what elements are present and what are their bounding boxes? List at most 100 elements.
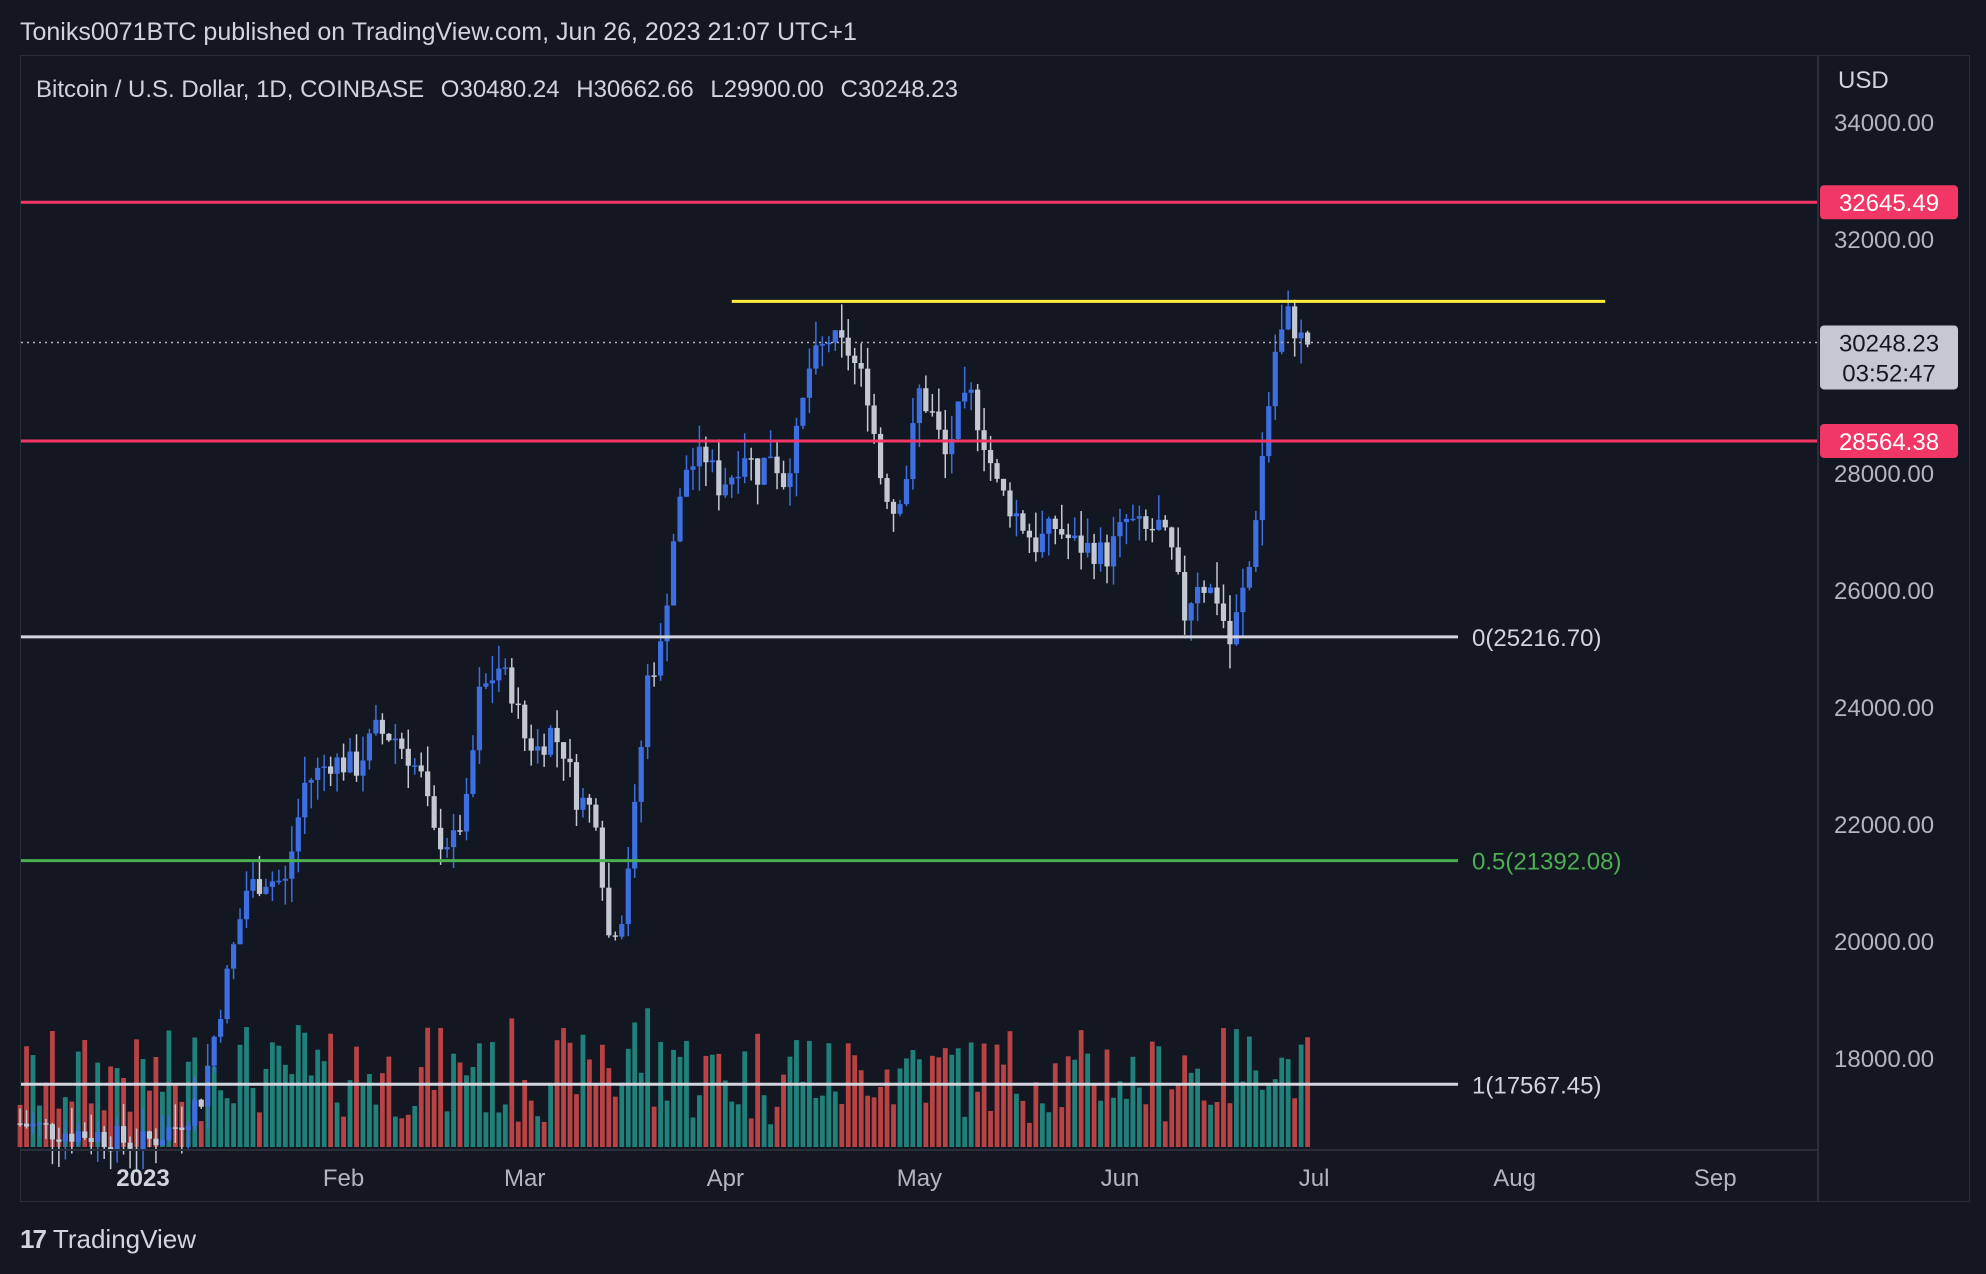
price-tick-label: 34000.00 <box>1834 110 1934 137</box>
volume-bar <box>807 1040 812 1147</box>
candles <box>17 290 1311 1173</box>
volume-bar <box>30 1055 36 1147</box>
volume-bar <box>1272 1079 1278 1147</box>
candle-body <box>1182 571 1188 621</box>
volume-bar <box>379 1073 385 1147</box>
candle-body <box>269 881 275 887</box>
volume-bar <box>425 1027 431 1147</box>
candle-body <box>735 476 741 479</box>
volume-bar <box>1136 1087 1142 1147</box>
candle-body <box>1279 329 1285 352</box>
candle-body <box>742 458 748 477</box>
candle-body <box>949 438 955 455</box>
candle-body <box>56 1139 62 1142</box>
candle-body <box>431 796 437 828</box>
fib-level-label: 0.5(21392.08) <box>1472 849 1621 876</box>
candle-body <box>192 1099 198 1126</box>
volume-bar <box>994 1044 1000 1147</box>
volume-bar <box>1059 1107 1065 1147</box>
volume-bar <box>1143 1104 1149 1147</box>
candle-body <box>438 827 444 850</box>
candle-body <box>315 767 321 780</box>
footer-brand[interactable]: 17 TradingView <box>20 1222 196 1256</box>
candle-body <box>340 757 347 773</box>
volume-bar <box>367 1074 372 1147</box>
volume-bar <box>567 1042 573 1147</box>
tradingview-logo-icon: 17 <box>20 1223 47 1254</box>
volume-bar <box>457 1062 463 1147</box>
candle-body <box>463 793 470 832</box>
volume-bar <box>1259 1089 1265 1147</box>
candle-body <box>955 401 961 439</box>
price-tick-label: 24000.00 <box>1834 695 1934 722</box>
volume-bar <box>1001 1064 1006 1147</box>
candle-body <box>729 477 735 485</box>
candle-body <box>82 1131 88 1138</box>
candle-body <box>502 667 508 669</box>
currency-label[interactable]: USD <box>1838 67 1889 94</box>
volume-bar <box>794 1040 799 1147</box>
volume-bar <box>703 1055 709 1147</box>
candle-body <box>690 466 696 470</box>
volume-bar <box>1253 1070 1259 1147</box>
volume-bar <box>690 1117 696 1147</box>
candle-body <box>328 766 334 774</box>
candle-body <box>386 733 392 741</box>
volume-bar <box>289 1074 295 1147</box>
volume-bar <box>1305 1037 1310 1147</box>
volume-bar <box>826 1043 832 1147</box>
candle-body <box>1195 586 1201 604</box>
candle-body <box>877 433 884 479</box>
candle-body <box>522 704 528 739</box>
volume-bar <box>606 1068 612 1147</box>
candle-body <box>1000 478 1007 491</box>
volume-bar <box>904 1058 909 1147</box>
volume-bar <box>1007 1031 1013 1147</box>
volume-bars <box>17 1008 1310 1147</box>
volume-bar <box>1104 1049 1110 1147</box>
volume-bar <box>671 1049 676 1147</box>
candle-body <box>483 683 489 687</box>
volume-bar <box>664 1100 670 1147</box>
candle-body <box>903 479 910 505</box>
volume-bar <box>1072 1059 1078 1147</box>
volume-bar <box>1285 1059 1291 1147</box>
candle-body <box>250 879 256 891</box>
candle-body <box>360 760 366 776</box>
volume-bar <box>845 1043 851 1147</box>
volume-bar <box>651 1106 657 1147</box>
candle-body <box>599 827 605 888</box>
candle-body <box>826 342 832 345</box>
candle-body <box>450 830 457 848</box>
candle-body <box>1175 547 1181 572</box>
volume-bar <box>645 1008 651 1147</box>
candle-body <box>1136 516 1142 519</box>
candle-body <box>243 890 250 920</box>
volume-bar <box>1182 1055 1188 1147</box>
candle-body <box>936 411 942 430</box>
volume-bar <box>477 1043 482 1147</box>
candle-body <box>321 766 327 768</box>
candle-body <box>308 779 314 783</box>
level-price-badge <box>1820 185 1958 220</box>
volume-bar <box>528 1100 534 1147</box>
volume-bar <box>250 1088 256 1147</box>
candle-body <box>987 450 994 464</box>
candle-body <box>1259 456 1265 521</box>
volume-bar <box>541 1121 547 1147</box>
candle-body <box>1052 518 1058 530</box>
volume-bar <box>522 1080 528 1147</box>
candle-body <box>399 738 405 749</box>
candle-body <box>1207 587 1214 593</box>
axes: 34000.00 32000.00 28000.00 26000.00 24000.00… <box>116 110 1934 1192</box>
volume-bar <box>774 1106 780 1147</box>
candle-body <box>1272 351 1278 407</box>
volume-bar <box>625 1048 631 1147</box>
chart-frame[interactable] <box>20 55 1970 1202</box>
volume-bar <box>1227 1103 1233 1147</box>
volume-bar <box>1188 1072 1194 1147</box>
volume-bar <box>75 1051 81 1147</box>
candle-body <box>606 887 612 936</box>
candle-body <box>476 686 483 751</box>
